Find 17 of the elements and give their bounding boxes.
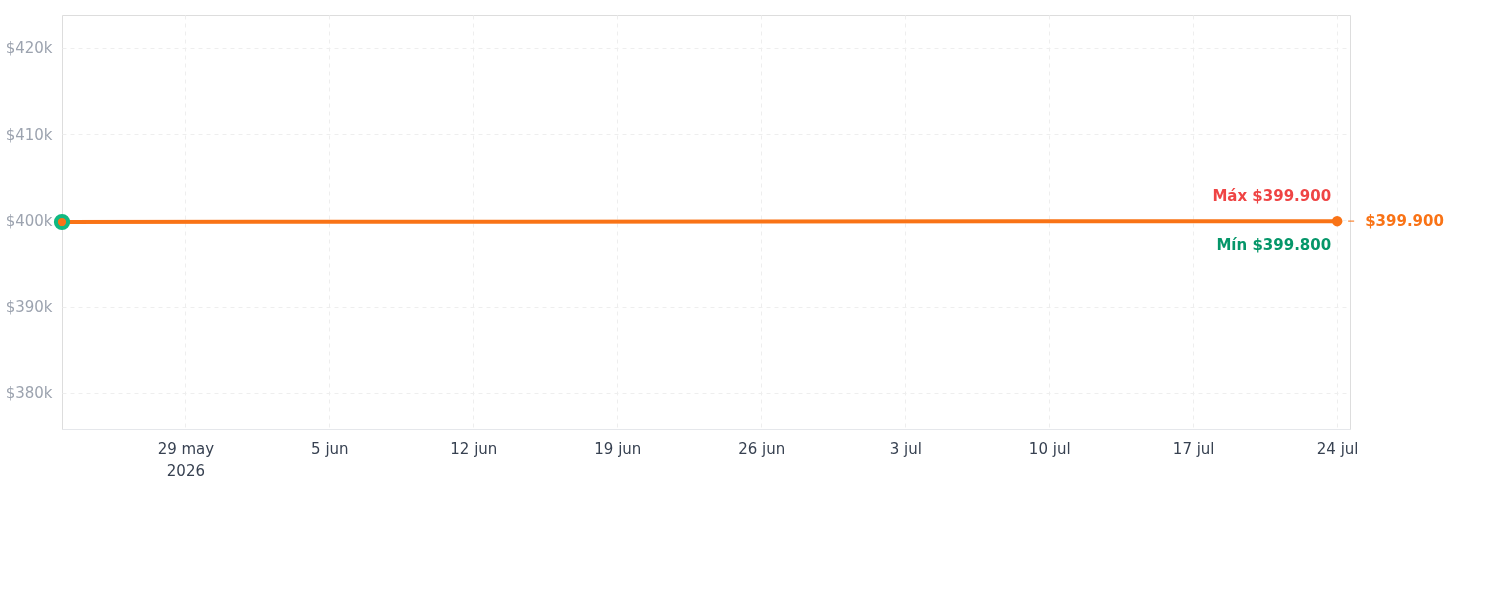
- x-tick-label: 3 jul: [889, 439, 922, 458]
- x-tick-label: 10 jul: [1028, 439, 1071, 458]
- x-tick-label: 17 jul: [1172, 439, 1215, 458]
- y-tick-label: $410k: [5, 125, 53, 144]
- x-tick-label: 29 may 2026: [157, 439, 215, 480]
- y-tick-label: $390k: [5, 298, 53, 317]
- x-tick-label: 24 jul: [1316, 439, 1359, 458]
- y-tick-label: $420k: [5, 39, 53, 58]
- x-tick-label: 26 jun: [738, 439, 786, 458]
- text: $399.900: [1365, 212, 1444, 231]
- x-tick-label: 19 jun: [594, 439, 642, 458]
- x-tick-label: 12 jun: [450, 439, 498, 458]
- annotation: Mín $399.800: [1216, 236, 1332, 255]
- y-tick-label: $400k: [5, 211, 53, 230]
- x-tick-label: 5 jun: [311, 439, 349, 458]
- y-tick-label: $380k: [5, 384, 53, 403]
- annotation: Máx $399.900: [1212, 187, 1332, 206]
